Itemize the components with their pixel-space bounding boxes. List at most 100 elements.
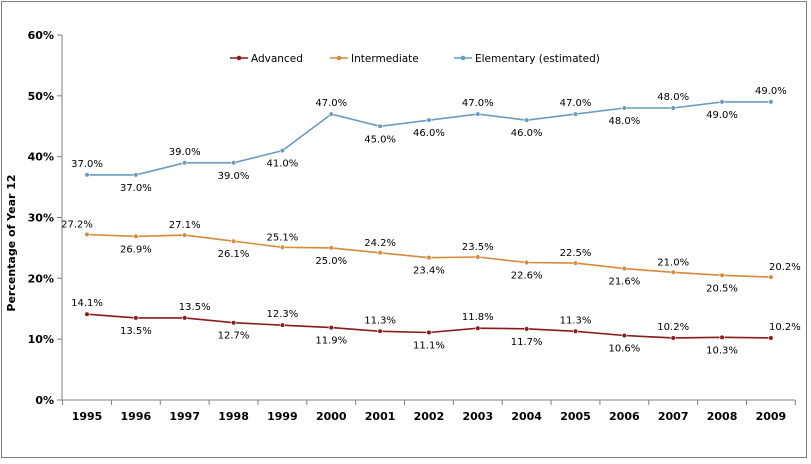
- data-point: [133, 233, 139, 239]
- data-label: 46.0%: [511, 128, 543, 139]
- x-tick-label: 2006: [609, 410, 640, 423]
- data-labels: 14.1% 13.5% 13.5% 12.7% 12.3% 11.9% 11.3% 11.1%…: [61, 86, 801, 356]
- data-label: 10.2%: [769, 322, 801, 333]
- data-label: 23.4%: [413, 266, 445, 277]
- x-tick-label: 1999: [267, 410, 298, 423]
- data-point: [524, 117, 530, 123]
- data-point: [279, 147, 286, 154]
- x-tick-label: 2003: [462, 410, 493, 423]
- data-label: 14.1%: [71, 298, 103, 309]
- y-tick-label: 30%: [28, 212, 54, 225]
- data-point: [475, 325, 481, 331]
- data-point: [719, 272, 725, 278]
- data-point: [328, 111, 334, 117]
- data-point: [719, 99, 725, 105]
- x-tick-label: 1996: [121, 410, 152, 423]
- data-point: [84, 311, 90, 317]
- data-label: 37.0%: [71, 159, 103, 170]
- data-point: [768, 274, 774, 280]
- axes: 0% 10% 20% 30% 40% 50% 60% 1995 1996 1997 1998 1999…: [28, 29, 796, 423]
- data-label: 22.6%: [511, 271, 543, 282]
- data-point: [426, 117, 432, 123]
- data-point: [279, 244, 286, 250]
- data-label: 10.3%: [706, 345, 738, 356]
- y-tick-label: 40%: [28, 151, 54, 164]
- data-point: [182, 160, 188, 166]
- data-point: [182, 232, 188, 238]
- data-label: 25.1%: [267, 232, 299, 243]
- legend-label: Advanced: [251, 53, 303, 65]
- x-tick-label: 2005: [560, 410, 591, 423]
- data-label: 13.5%: [120, 326, 152, 337]
- data-point: [230, 160, 237, 166]
- y-axis-title: Percentage of Year 12: [5, 174, 18, 311]
- data-point: [670, 335, 676, 341]
- data-label: 39.0%: [218, 171, 250, 182]
- legend-swatch-marker: [236, 55, 242, 61]
- data-point: [572, 111, 579, 117]
- series-layer: [84, 99, 774, 341]
- data-label: 11.9%: [315, 336, 347, 347]
- data-label: 24.2%: [364, 238, 396, 249]
- data-point: [328, 245, 334, 251]
- x-tick-label: 2002: [414, 410, 445, 423]
- x-tick-label: 2007: [658, 410, 689, 423]
- x-tick-label: 2001: [365, 410, 396, 423]
- data-point: [84, 172, 90, 178]
- x-tick-label: 1998: [218, 410, 249, 423]
- data-label: 25.0%: [315, 256, 347, 267]
- data-label: 47.0%: [560, 98, 592, 109]
- data-label: 11.8%: [462, 312, 494, 323]
- chart-frame: 0% 10% 20% 30% 40% 50% 60% 1995 1996 1997 1998 1999…: [1, 1, 807, 458]
- data-label: 21.0%: [657, 257, 689, 268]
- data-label: 11.7%: [511, 337, 543, 348]
- data-label: 27.1%: [169, 220, 201, 231]
- legend-label: Elementary (estimated): [475, 53, 600, 65]
- data-point: [377, 328, 383, 334]
- x-tick-label: 2008: [707, 410, 738, 423]
- data-point: [475, 254, 481, 260]
- data-label: 27.2%: [61, 220, 93, 231]
- data-label: 41.0%: [267, 159, 299, 170]
- data-point: [377, 123, 383, 129]
- data-label: 23.5%: [462, 242, 494, 253]
- data-point: [328, 325, 334, 331]
- x-tick-label: 2004: [511, 410, 542, 423]
- legend: Advanced Intermediate Elementary (estimate…: [230, 53, 600, 65]
- x-tick-label: 1997: [169, 410, 200, 423]
- data-point: [572, 328, 579, 334]
- data-point: [133, 315, 139, 321]
- y-tick-label: 10%: [28, 333, 54, 346]
- series-intermediate: [84, 231, 774, 280]
- data-label: 10.2%: [657, 322, 689, 333]
- legend-item: Advanced: [230, 53, 303, 65]
- data-point: [719, 334, 725, 340]
- data-label: 12.3%: [267, 309, 299, 320]
- data-point: [279, 322, 286, 328]
- legend-item: Intermediate: [330, 53, 419, 65]
- data-label: 47.0%: [462, 98, 494, 109]
- data-point: [670, 105, 676, 111]
- data-label: 48.0%: [657, 92, 689, 103]
- x-tick-label: 2009: [756, 410, 787, 423]
- data-point: [670, 269, 676, 275]
- data-label: 11.3%: [364, 315, 396, 326]
- data-point: [475, 111, 481, 117]
- data-label: 12.7%: [218, 331, 250, 342]
- legend-swatch-marker: [460, 55, 466, 61]
- data-label: 20.5%: [706, 283, 738, 294]
- x-tick-label: 2000: [316, 410, 347, 423]
- data-point: [768, 99, 774, 105]
- data-point: [621, 105, 627, 111]
- data-point: [426, 329, 432, 336]
- series-advanced: [84, 311, 774, 341]
- data-point: [230, 320, 237, 326]
- data-label: 39.0%: [169, 147, 201, 158]
- data-label: 11.3%: [560, 315, 592, 326]
- data-label: 48.0%: [608, 116, 640, 127]
- data-point: [572, 260, 579, 266]
- data-label: 20.2%: [769, 262, 801, 273]
- legend-label: Intermediate: [351, 53, 419, 65]
- data-label: 22.5%: [560, 248, 592, 259]
- data-point: [426, 255, 432, 261]
